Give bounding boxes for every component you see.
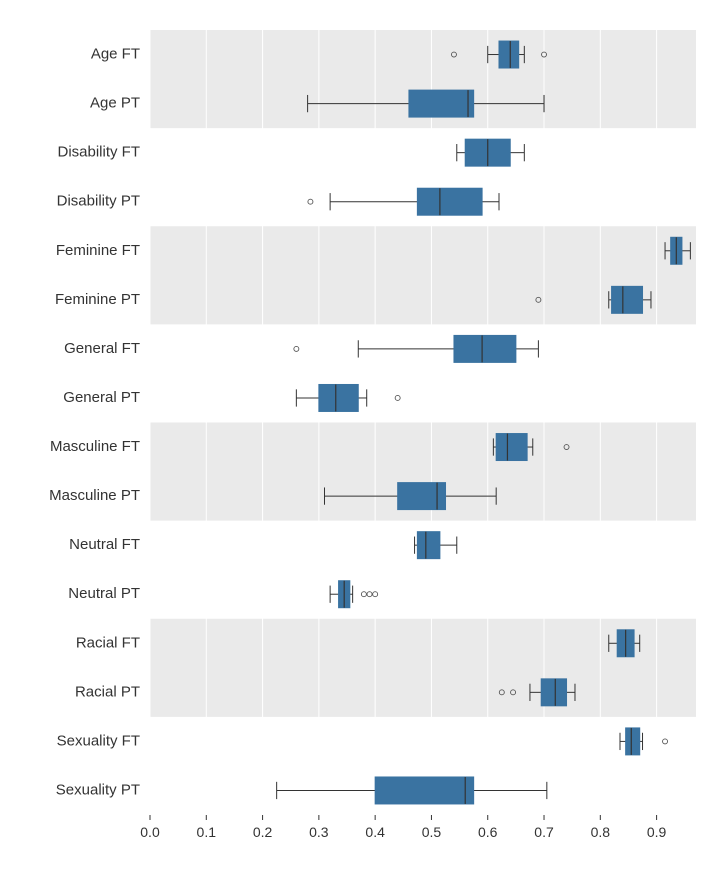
y-axis-label: Masculine PT: [49, 487, 140, 504]
x-axis-tick-label: 0.4: [365, 824, 385, 840]
x-axis-tick-label: 0.0: [140, 824, 160, 840]
x-axis-tick-label: 0.8: [591, 824, 611, 840]
x-axis-tick-label: 0.9: [647, 824, 667, 840]
x-axis-tick-label: 0.7: [534, 824, 554, 840]
y-axis-label: Sexuality FT: [57, 732, 140, 749]
y-axis-label: Disability PT: [57, 193, 140, 210]
x-axis-tick-label: 0.1: [197, 824, 217, 840]
y-axis-label: Racial PT: [75, 683, 140, 700]
y-axis-label: General FT: [64, 340, 140, 357]
y-axis-label: Neutral FT: [69, 536, 140, 553]
y-axis-label: Age PT: [90, 95, 140, 112]
y-axis-label: Feminine FT: [56, 242, 140, 259]
y-axis-label: Age FT: [91, 46, 140, 63]
x-axis-tick-label: 0.2: [253, 824, 273, 840]
y-axis-label: Disability FT: [57, 144, 140, 161]
y-axis-label: Racial FT: [76, 634, 140, 651]
x-axis-tick-label: 0.5: [422, 824, 442, 840]
y-axis-label: Neutral PT: [68, 585, 140, 602]
boxplot-chart: Age FT Age PT Disability FT Disability PT Fe…: [10, 10, 706, 865]
y-axis-label: Masculine FT: [50, 438, 140, 455]
x-axis-tick-label: 0.3: [309, 824, 329, 840]
x-axis-tick-label: 0.6: [478, 824, 498, 840]
y-axis-label: General PT: [63, 389, 140, 406]
y-axis-label: Feminine PT: [55, 291, 140, 308]
y-axis-label: Sexuality PT: [56, 781, 140, 798]
